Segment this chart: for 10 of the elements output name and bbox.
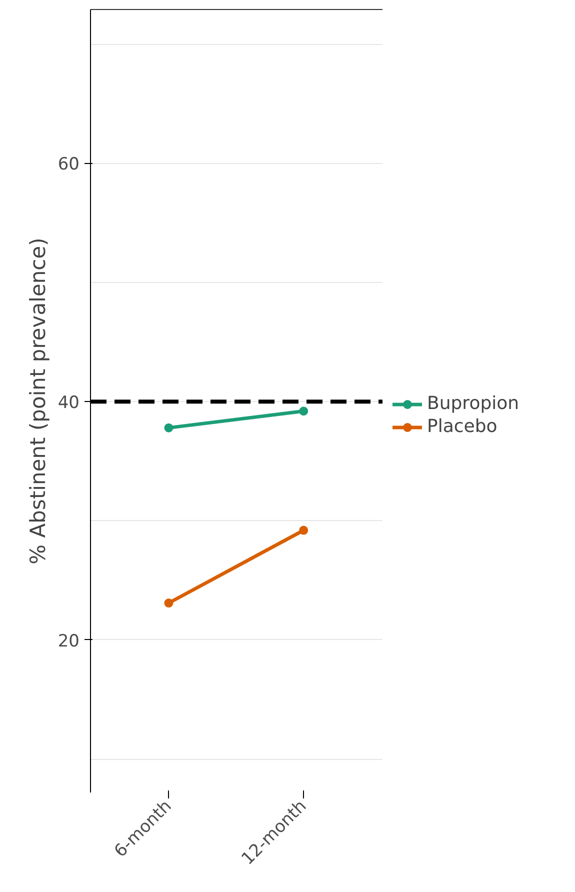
y-tick-label: 60 (58, 154, 80, 175)
legend-label: Bupropion (427, 393, 520, 414)
point (299, 406, 308, 416)
legend-label: Placebo (427, 416, 498, 437)
y-tick-label: 40 (58, 393, 80, 414)
y-tick-label: 20 (58, 631, 80, 652)
point (164, 598, 174, 608)
point (299, 526, 308, 535)
y-axis-title: % Abstinent (point prevalence) (26, 238, 50, 564)
point (164, 423, 174, 432)
